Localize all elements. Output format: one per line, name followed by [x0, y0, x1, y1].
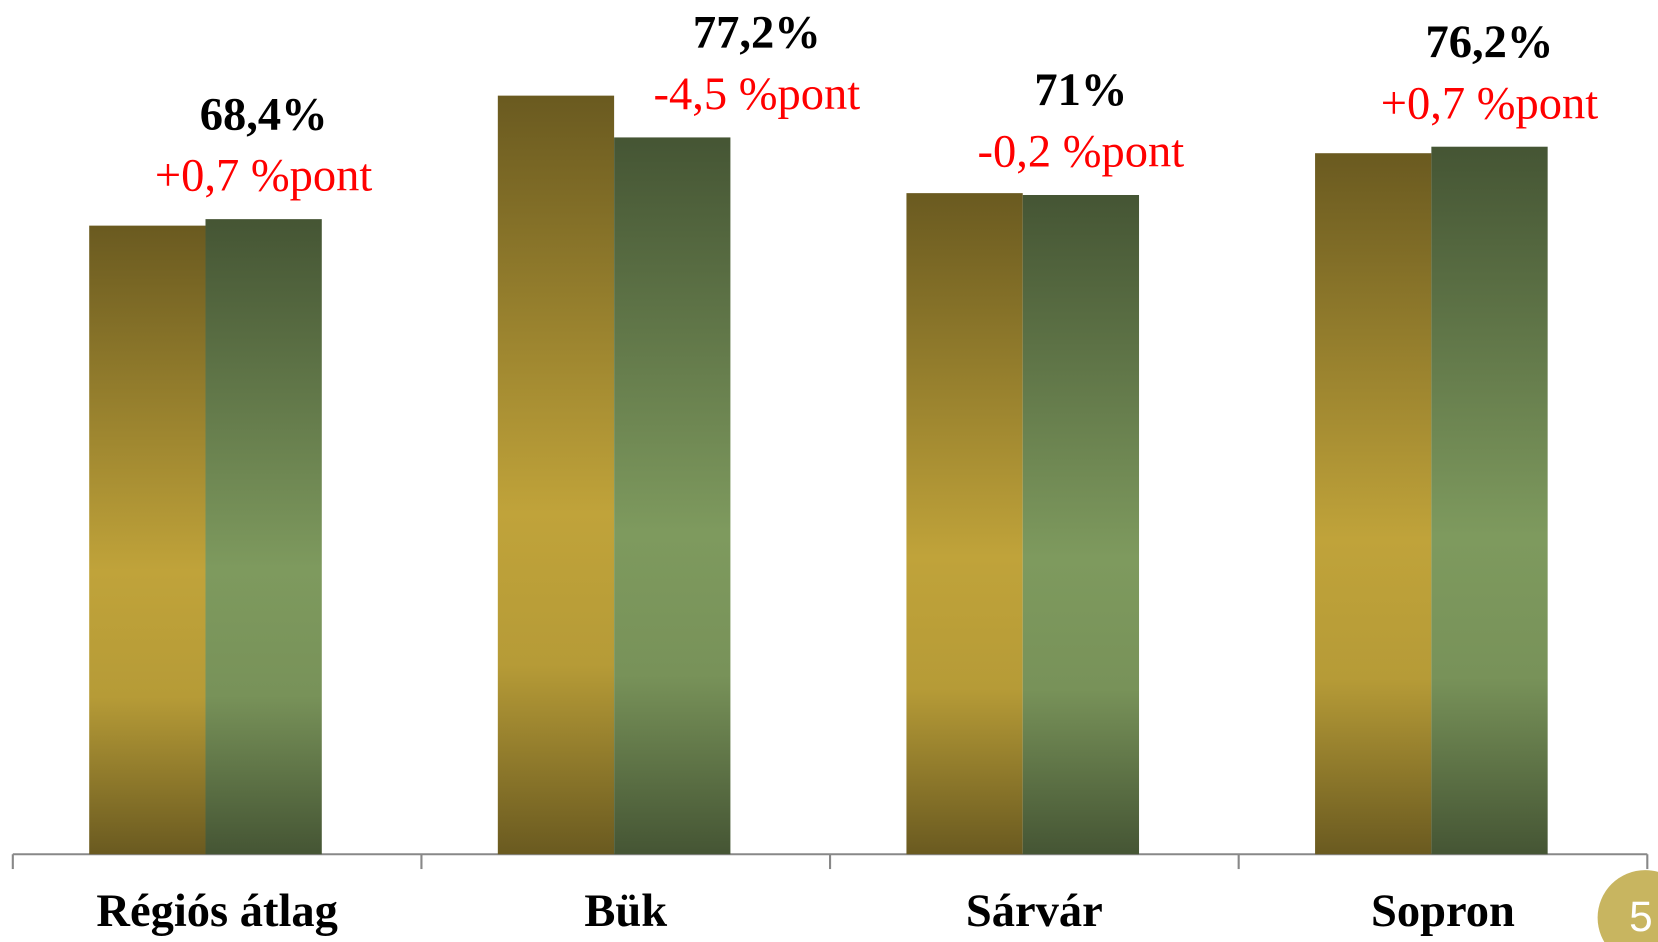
x-tick-label: Bük [584, 886, 667, 937]
change-label: +0,7 %pont [1381, 78, 1598, 129]
bar [906, 193, 1023, 855]
change-label: +0,7 %pont [155, 151, 372, 202]
page-number: 5 [1629, 893, 1653, 940]
x-tick-label: Sopron [1371, 886, 1515, 937]
bar [1431, 146, 1548, 855]
bar [614, 137, 731, 855]
change-label: -4,5 %pont [654, 69, 861, 120]
bar [205, 219, 322, 855]
value-label: 68,4% [200, 89, 328, 140]
x-tick-label: Sárvár [966, 886, 1103, 937]
value-label: 76,2% [1426, 17, 1554, 68]
page-badge [1597, 870, 1658, 942]
value-label: 77,2% [693, 8, 821, 59]
bar [89, 225, 206, 855]
value-label: 71% [1034, 65, 1127, 116]
bar [1315, 153, 1432, 855]
x-tick-label: Régiós átlag [96, 886, 338, 937]
change-label: -0,2 %pont [978, 127, 1185, 178]
bar [1022, 194, 1140, 855]
bar [497, 95, 615, 855]
